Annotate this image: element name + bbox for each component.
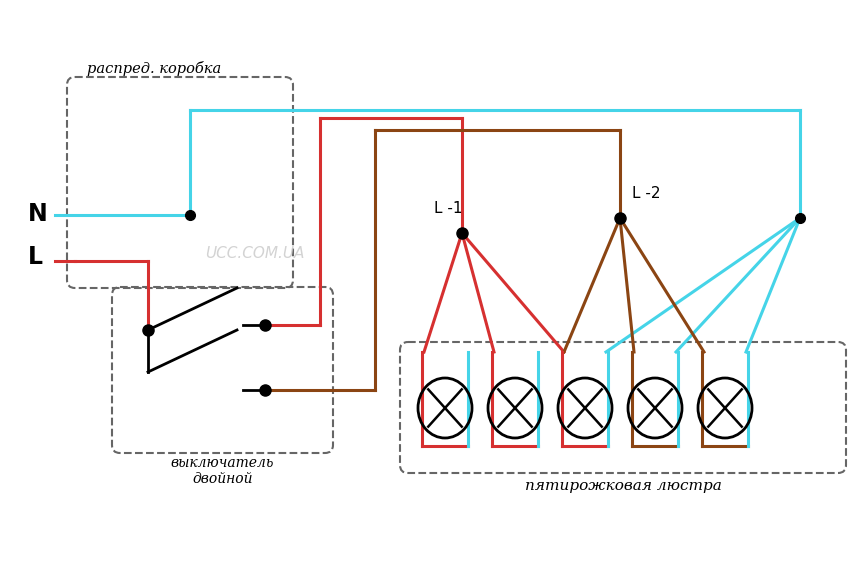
Text: распред. коробка: распред. коробка bbox=[87, 61, 221, 76]
Text: UCC.COM.UA: UCC.COM.UA bbox=[205, 246, 305, 261]
Text: двойной: двойной bbox=[192, 472, 253, 486]
Text: L -2: L -2 bbox=[632, 186, 660, 201]
Text: пятирожковая люстра: пятирожковая люстра bbox=[524, 479, 722, 493]
Text: L: L bbox=[28, 245, 43, 269]
Text: L -1: L -1 bbox=[434, 201, 462, 216]
Text: выключатель: выключатель bbox=[171, 456, 274, 470]
Text: N: N bbox=[28, 202, 48, 226]
